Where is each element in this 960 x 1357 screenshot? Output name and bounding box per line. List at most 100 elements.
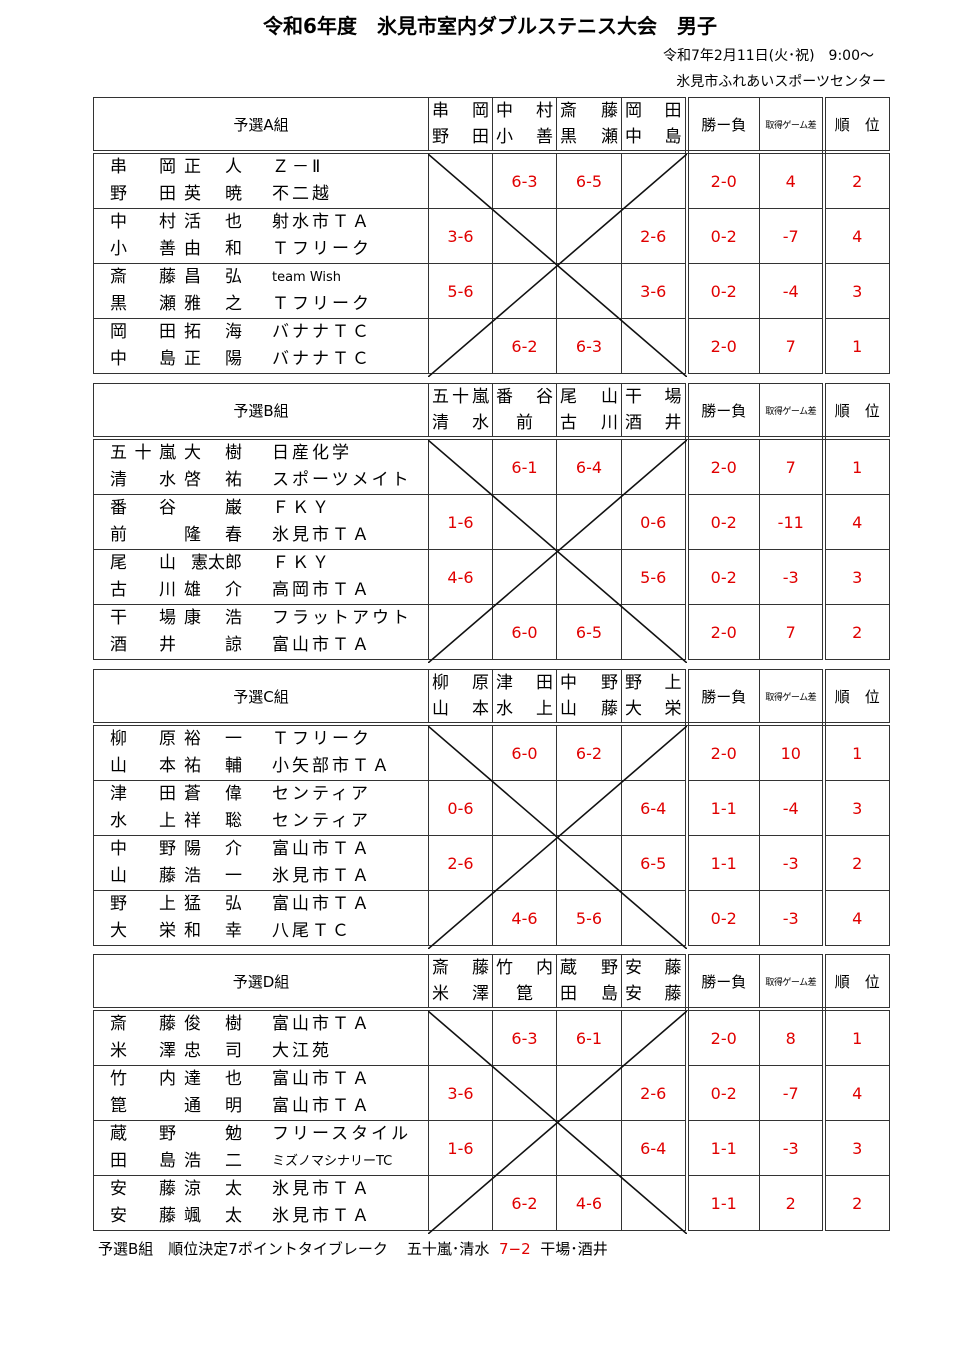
rank-header: 順 位 <box>823 669 890 726</box>
opponent-name: 古川 <box>560 410 618 436</box>
char: 上 <box>159 811 176 831</box>
char: 干 <box>625 387 642 407</box>
win-loss: 2-0 <box>686 318 760 374</box>
char: 田 <box>159 184 176 204</box>
player-line: 大栄和幸八尾ＴＣ <box>94 918 428 945</box>
char: 柳 <box>110 729 127 749</box>
char: 井 <box>664 413 682 433</box>
player-family-name: 野田 <box>110 181 176 208</box>
group-table: 予選C組柳原山本津田水上中野山藤野上大栄勝ー負 取得ゲーム差順 位柳原裕一 Ｔフリー… <box>93 669 890 949</box>
char: 田 <box>110 1151 127 1171</box>
char: 前 <box>110 525 127 545</box>
footnote-team2: 干場･酒井 <box>540 1240 608 1258</box>
player-team: Ｔフリーク <box>272 239 372 259</box>
opponent-header: 安藤安藤 <box>621 954 689 1011</box>
char: 清 <box>110 470 127 490</box>
game-diff: 7 <box>759 318 826 374</box>
opponent-name: 水上 <box>496 696 553 722</box>
char: 通 <box>184 1096 201 1116</box>
match-score <box>556 549 622 605</box>
player-family-name: 中島 <box>110 346 176 373</box>
team-row: 野上猛弘富山市ＴＡ 大栄和幸八尾ＴＣ 4-6 5-6 0-2 -3 4 <box>93 890 890 946</box>
char: 浩 <box>225 608 242 628</box>
player-given-name: 颯太 <box>184 1203 242 1230</box>
player-team: 氷見市ＴＡ <box>272 866 372 886</box>
char: 前 <box>516 413 533 433</box>
char: 田 <box>560 984 577 1004</box>
char: 山 <box>159 553 176 573</box>
opponent-name: 箟 <box>496 981 553 1007</box>
char: 中 <box>110 349 127 369</box>
char: 箟 <box>110 1096 127 1116</box>
group-label: 予選C組 <box>93 669 429 726</box>
player-given-name: 啓祐 <box>184 467 242 494</box>
char: 藤 <box>159 267 176 287</box>
player-given-name: 隆春 <box>184 522 242 549</box>
match-score: 6-3 <box>492 151 557 209</box>
opponent-name: 清水 <box>432 410 489 436</box>
char: 正 <box>184 157 201 177</box>
char: 島 <box>601 984 618 1004</box>
opponent-name: 斎藤 <box>560 98 618 124</box>
char: 米 <box>110 1041 127 1061</box>
game-diff: -4 <box>759 780 826 836</box>
opponent-header: 中村小善 <box>492 97 557 154</box>
char: 達 <box>184 1069 201 1089</box>
player-line: 古川雄介高岡市ＴＡ <box>94 577 428 604</box>
player-family-name: 津田 <box>110 781 176 808</box>
opponent-name: 山藤 <box>560 696 618 722</box>
group-table: 予選B組五十嵐清水番谷前尾山古川干場酒井勝ー負 取得ゲーム差順 位五十嵐大樹日産化… <box>93 383 890 663</box>
player-line: 野田英暁不二越 <box>94 181 428 208</box>
char: 昌 <box>184 267 201 287</box>
player-given-name: 祐輔 <box>184 753 242 780</box>
char: 猛 <box>184 894 201 914</box>
char: 颯 <box>184 1206 201 1226</box>
game-diff: -3 <box>759 549 826 605</box>
opponent-header: 津 田水上 <box>492 669 557 726</box>
player-family-name: 安藤 <box>110 1176 176 1203</box>
match-score <box>428 723 493 781</box>
player-line: 中野陽介富山市ＴＡ <box>94 836 428 863</box>
match-score: 6-1 <box>492 437 557 495</box>
char: 田 <box>536 673 553 693</box>
game-diff: -3 <box>759 890 826 946</box>
player-team: 氷見市ＴＡ <box>272 1206 372 1226</box>
player-family-name: 安藤 <box>110 1203 176 1230</box>
opponent-name: 米澤 <box>432 981 489 1007</box>
footnote-score: 7−2 <box>498 1240 531 1258</box>
match-score <box>492 780 557 836</box>
char: 山 <box>601 387 618 407</box>
char: 番 <box>496 387 513 407</box>
rank: 1 <box>823 318 890 374</box>
char: 弘 <box>225 894 242 914</box>
match-score <box>556 780 622 836</box>
char: 島 <box>664 127 682 147</box>
rank: 3 <box>823 549 890 605</box>
char: 尾 <box>110 553 127 573</box>
opponent-header: 中野山藤 <box>556 669 622 726</box>
game-diff-header: 取得ゲーム差 <box>759 383 826 440</box>
player-given-name: 由和 <box>184 236 242 263</box>
match-score: 6-3 <box>556 318 622 374</box>
match-score: 6-3 <box>492 1008 557 1066</box>
player-given-name: 陽介 <box>184 836 242 863</box>
player-given-name: 通明 <box>184 1093 242 1120</box>
char: 蔵 <box>110 1124 127 1144</box>
player-team: バナナＴＣ <box>272 349 372 369</box>
match-score <box>492 208 557 264</box>
char: 藤 <box>159 1179 176 1199</box>
char: 輔 <box>225 756 242 776</box>
team-row: 尾山憲太郎 ＦＫＹ 古川雄介高岡市ＴＡ 4-6 5-6 0-2 -3 3 <box>93 549 890 605</box>
char: 井 <box>159 635 176 655</box>
char: 十 <box>452 387 469 407</box>
player-line: 干場康浩フラットアウト <box>94 605 428 632</box>
char: 諒 <box>225 635 242 655</box>
game-diff: -7 <box>759 1065 826 1121</box>
rank: 4 <box>823 890 890 946</box>
char: 酒 <box>110 635 127 655</box>
char: 和 <box>225 239 242 259</box>
player-line: 蔵野勉フリースタイル <box>94 1121 428 1148</box>
char: 斎 <box>110 267 127 287</box>
rank-header: 順 位 <box>823 383 890 440</box>
char: 津 <box>496 673 513 693</box>
